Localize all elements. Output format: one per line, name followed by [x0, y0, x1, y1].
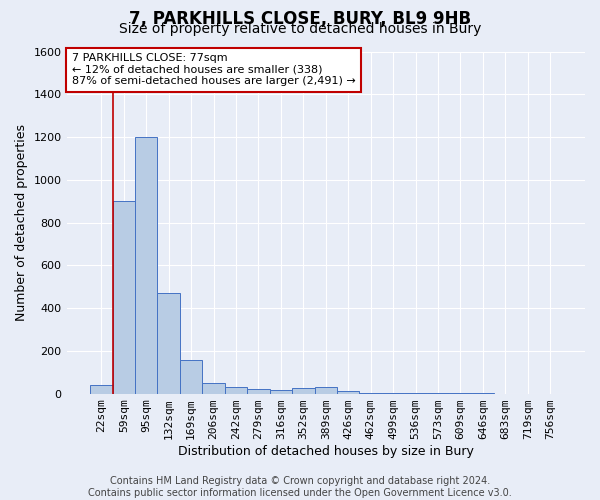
X-axis label: Distribution of detached houses by size in Bury: Distribution of detached houses by size … — [178, 444, 474, 458]
Bar — [225, 387, 247, 394]
Bar — [314, 387, 337, 394]
Bar — [382, 393, 404, 394]
Bar — [180, 360, 202, 394]
Bar — [337, 392, 359, 394]
Text: 7, PARKHILLS CLOSE, BURY, BL9 9HB: 7, PARKHILLS CLOSE, BURY, BL9 9HB — [129, 10, 471, 28]
Bar — [202, 383, 225, 394]
Text: Size of property relative to detached houses in Bury: Size of property relative to detached ho… — [119, 22, 481, 36]
Bar — [247, 390, 269, 394]
Text: 7 PARKHILLS CLOSE: 77sqm
← 12% of detached houses are smaller (338)
87% of semi-: 7 PARKHILLS CLOSE: 77sqm ← 12% of detach… — [72, 53, 355, 86]
Bar — [292, 388, 314, 394]
Bar — [90, 385, 113, 394]
Text: Contains HM Land Registry data © Crown copyright and database right 2024.
Contai: Contains HM Land Registry data © Crown c… — [88, 476, 512, 498]
Bar — [269, 390, 292, 394]
Bar — [359, 392, 382, 394]
Bar — [157, 293, 180, 394]
Y-axis label: Number of detached properties: Number of detached properties — [15, 124, 28, 321]
Bar — [113, 201, 135, 394]
Bar — [135, 137, 157, 394]
